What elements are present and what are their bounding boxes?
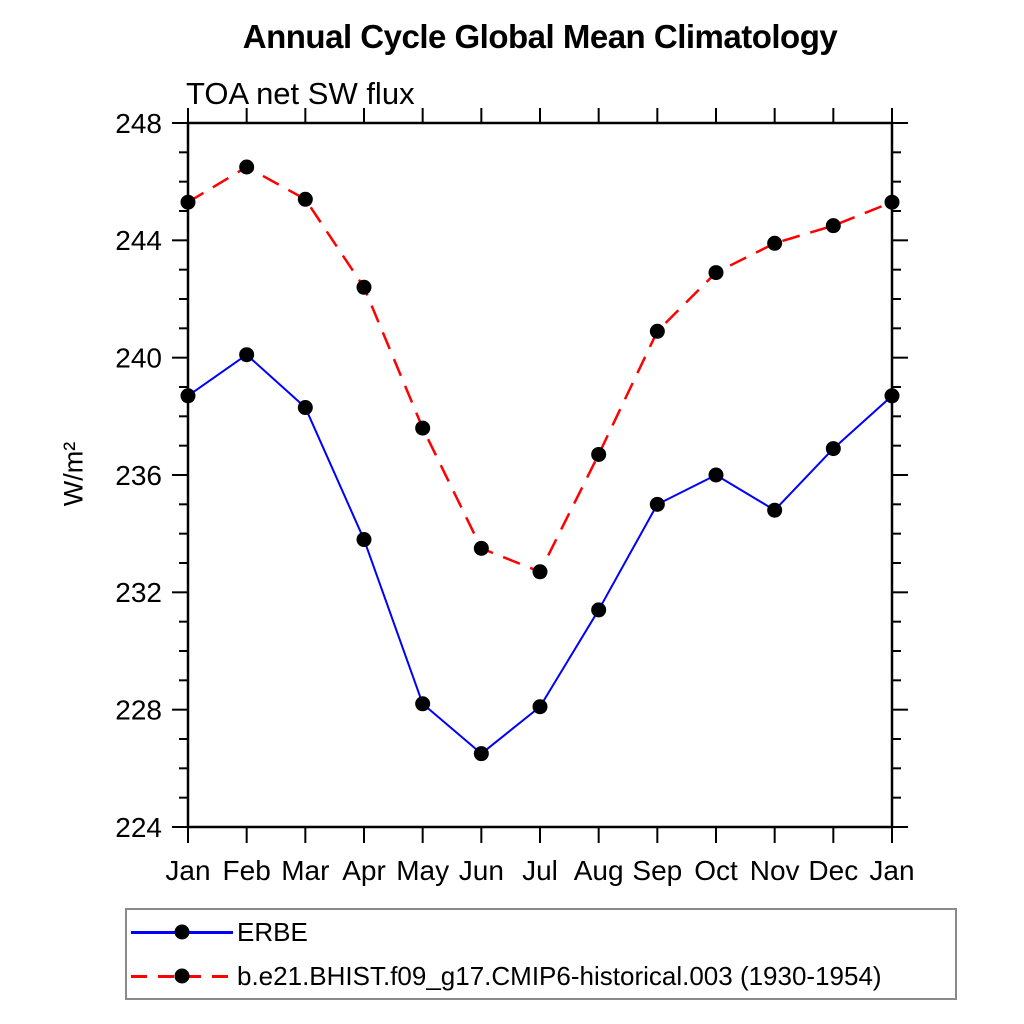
x-tick-label: Sep — [632, 855, 682, 886]
x-tick-label: May — [396, 855, 449, 886]
x-tick-label: Jan — [165, 855, 210, 886]
data-point-s0 — [884, 388, 900, 404]
data-point-s1 — [532, 564, 548, 580]
data-point-s0 — [767, 502, 783, 518]
data-point-s1 — [297, 191, 313, 207]
data-point-s0 — [356, 532, 372, 548]
axis-frame — [186, 121, 894, 829]
y-tick-label: 232 — [115, 577, 162, 608]
erbe-line-sample — [131, 924, 233, 940]
x-tick-label: Aug — [574, 855, 624, 886]
data-point-s1 — [239, 159, 255, 175]
data-point-s0 — [415, 696, 431, 712]
data-point-s0 — [239, 347, 255, 363]
series-line-1 — [187, 165, 893, 574]
data-point-s1 — [356, 279, 372, 295]
x-tick-label: Feb — [223, 855, 271, 886]
y-tick-label: 240 — [115, 342, 162, 373]
model-marker-dot — [174, 968, 190, 984]
data-point-s1 — [473, 540, 489, 556]
y-tick-label: 236 — [115, 460, 162, 491]
x-tick-label: Oct — [694, 855, 738, 886]
data-point-s0 — [297, 400, 313, 416]
data-point-s1 — [591, 446, 607, 462]
legend-item-erbe: ERBE — [131, 911, 955, 953]
x-tick-label: Jul — [522, 855, 558, 886]
y-tick-label: 244 — [115, 225, 162, 256]
chart-subtitle: TOA net SW flux — [186, 76, 415, 111]
data-point-s1 — [708, 265, 724, 281]
x-tick-label: Nov — [750, 855, 800, 886]
chart-title: Annual Cycle Global Mean Climatology — [242, 18, 838, 55]
x-tick-label: Dec — [808, 855, 858, 886]
y-tick-label: 224 — [115, 812, 162, 843]
data-point-s0 — [708, 467, 724, 483]
data-point-s0 — [825, 441, 841, 457]
x-tick-label: Jan — [869, 855, 914, 886]
data-point-s1 — [180, 194, 196, 210]
x-tick-label: Jun — [459, 855, 504, 886]
data-point-s1 — [884, 194, 900, 210]
data-point-s0 — [180, 388, 196, 404]
data-point-s0 — [591, 602, 607, 618]
series-line-0 — [187, 353, 893, 755]
legend-label-erbe: ERBE — [237, 916, 308, 947]
data-point-s1 — [825, 218, 841, 234]
data-point-s0 — [532, 699, 548, 715]
data-point-s1 — [767, 235, 783, 251]
data-point-s0 — [473, 746, 489, 762]
erbe-marker-dot — [174, 924, 190, 940]
legend-label-model: b.e21.BHIST.f09_g17.CMIP6-historical.003… — [237, 960, 882, 991]
y-tick-label: 248 — [115, 108, 162, 139]
data-point-s0 — [649, 496, 665, 512]
data-point-s1 — [649, 323, 665, 339]
x-tick-label: Mar — [281, 855, 329, 886]
model-line-sample — [131, 968, 233, 984]
legend-item-model: b.e21.BHIST.f09_g17.CMIP6-historical.003… — [131, 955, 955, 997]
legend-box: ERBE b.e21.BHIST.f09_g17.CMIP6-historica… — [125, 908, 957, 1000]
x-tick-label: Apr — [342, 855, 386, 886]
y-tick-label: 228 — [115, 694, 162, 725]
data-point-s1 — [415, 420, 431, 436]
